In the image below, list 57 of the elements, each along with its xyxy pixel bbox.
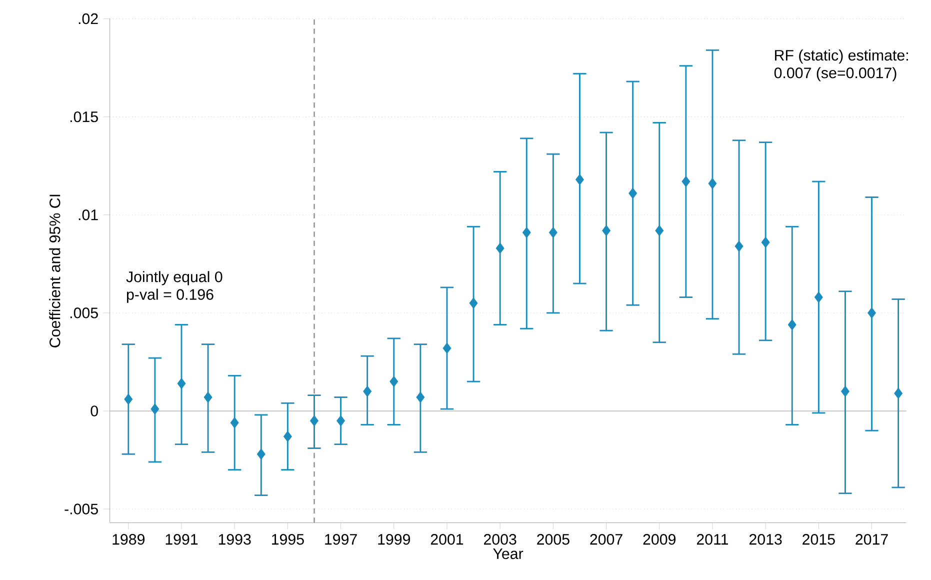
point — [150, 403, 160, 415]
point — [761, 236, 770, 248]
point — [655, 224, 664, 236]
point — [522, 226, 531, 238]
point — [363, 386, 372, 397]
point — [602, 224, 610, 236]
x-tick-label: 2007 — [590, 534, 622, 545]
x-tick-label: 2005 — [537, 534, 570, 545]
x-tick-label: 2003 — [484, 534, 516, 545]
y-axis-title: Coefficient and 95% CI — [49, 194, 60, 348]
point — [177, 378, 186, 390]
point — [469, 298, 478, 309]
annotation: 0.007 (se=0.0017) — [774, 67, 896, 82]
y-tick-label: 0 — [90, 406, 98, 416]
point — [336, 415, 346, 426]
point — [124, 394, 133, 405]
x-tick-label: 1999 — [378, 534, 410, 545]
y-tick-label: .01 — [78, 209, 98, 220]
point — [548, 226, 558, 238]
y-tick-label: .005 — [70, 308, 98, 318]
point — [310, 415, 318, 426]
x-tick-label: 1993 — [218, 534, 251, 545]
point — [442, 342, 452, 354]
x-tick-label: 1995 — [272, 534, 304, 545]
y-tick-label: -.005 — [64, 504, 98, 514]
x-tick-label: 2015 — [802, 534, 835, 545]
point — [576, 174, 584, 186]
point — [841, 386, 850, 397]
point — [708, 178, 717, 189]
annotation: p-val = 0.196 — [126, 288, 214, 303]
point — [204, 392, 212, 403]
x-tick-label: 1991 — [166, 534, 198, 545]
x-tick-label: 2001 — [430, 534, 464, 545]
point — [814, 292, 823, 303]
x-tick-label: 2017 — [856, 534, 888, 545]
point — [390, 376, 398, 388]
y-tick-label: .02 — [78, 13, 98, 24]
point — [682, 176, 690, 188]
point — [496, 242, 504, 254]
point — [734, 240, 744, 252]
point — [628, 188, 638, 199]
x-tick-label: 2009 — [643, 534, 676, 545]
point — [894, 388, 903, 399]
x-tick-label: 1989 — [112, 534, 145, 545]
point — [230, 417, 239, 428]
y-tick-label: .015 — [70, 111, 98, 122]
annotation: RF (static) estimate: — [775, 49, 908, 64]
x-tick-label: 2013 — [749, 534, 782, 545]
annotation: Jointly equal 0 — [126, 271, 222, 286]
point — [788, 319, 796, 330]
x-tick-label: 2011 — [696, 534, 728, 545]
point — [256, 448, 266, 460]
point — [868, 307, 876, 318]
point — [416, 392, 425, 403]
x-tick-label: 1997 — [325, 534, 357, 545]
x-axis-title: Year — [493, 548, 524, 560]
point — [283, 430, 292, 442]
